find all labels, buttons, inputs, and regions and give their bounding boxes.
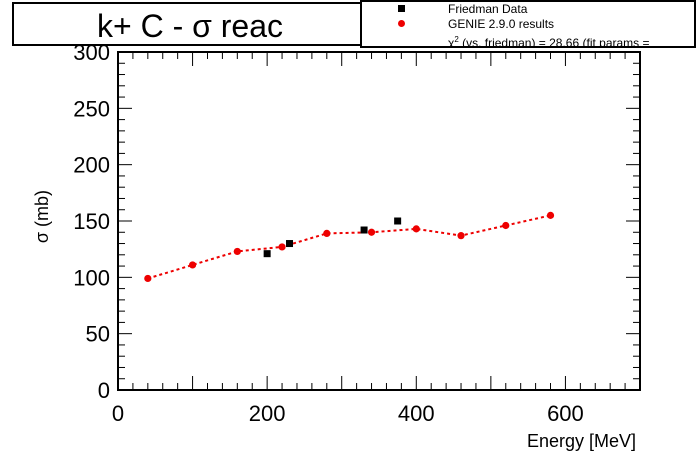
legend: Friedman Data GENIE 2.9.0 results χ2 (vs… xyxy=(360,0,696,48)
y-tick-label: 100 xyxy=(73,265,110,290)
x-tick-label: 200 xyxy=(249,401,286,426)
legend-entry-friedman: Friedman Data xyxy=(362,2,694,16)
genie-point xyxy=(233,247,241,256)
friedman-point xyxy=(394,217,402,225)
data-marks xyxy=(144,211,555,283)
chi-text: (vs. friedman) = 28.66 (fit params = xyxy=(458,36,650,48)
genie-point xyxy=(278,243,286,251)
genie-point xyxy=(367,228,376,236)
chart-title: k+ C - σ reac xyxy=(96,8,283,44)
genie-point xyxy=(323,229,331,237)
plot-frame xyxy=(117,51,641,391)
genie-point xyxy=(546,211,555,219)
axis-ticks xyxy=(117,51,641,391)
legend-label: χ2 (vs. friedman) = 28.66 (fit params = xyxy=(448,33,650,48)
chi-symbol: χ xyxy=(448,36,455,48)
chi-superscript: 2 xyxy=(454,35,459,44)
y-tick-label: 0 xyxy=(98,378,110,403)
genie-point xyxy=(502,221,510,230)
genie-series-line xyxy=(147,214,551,280)
y-tick-label: 50 xyxy=(86,322,110,347)
y-tick-label: 200 xyxy=(73,153,110,178)
title-box: k+ C - σ reac xyxy=(12,2,364,46)
friedman-point xyxy=(263,250,271,258)
x-tick-label: 600 xyxy=(547,401,584,426)
x-tick-label: 0 xyxy=(112,401,124,426)
genie-point xyxy=(457,232,465,240)
circle-marker-icon xyxy=(398,20,405,27)
y-tick-label: 150 xyxy=(73,209,110,234)
genie-point xyxy=(144,274,152,283)
genie-point xyxy=(412,225,420,233)
y-axis-label: σ (mb) xyxy=(32,190,52,243)
square-marker-icon xyxy=(398,5,405,12)
genie-point xyxy=(188,261,197,269)
legend-label: GENIE 2.9.0 results xyxy=(448,17,555,31)
x-axis-label: Energy [MeV] xyxy=(527,431,636,451)
y-tick-label: 250 xyxy=(73,96,110,121)
legend-entry-genie: GENIE 2.9.0 results xyxy=(362,17,694,31)
legend-label: Friedman Data xyxy=(448,2,528,16)
legend-entry-chi2: χ2 (vs. friedman) = 28.66 (fit params = xyxy=(362,33,694,48)
friedman-point xyxy=(360,226,368,234)
x-tick-label: 400 xyxy=(398,401,435,426)
friedman-point xyxy=(286,240,294,248)
